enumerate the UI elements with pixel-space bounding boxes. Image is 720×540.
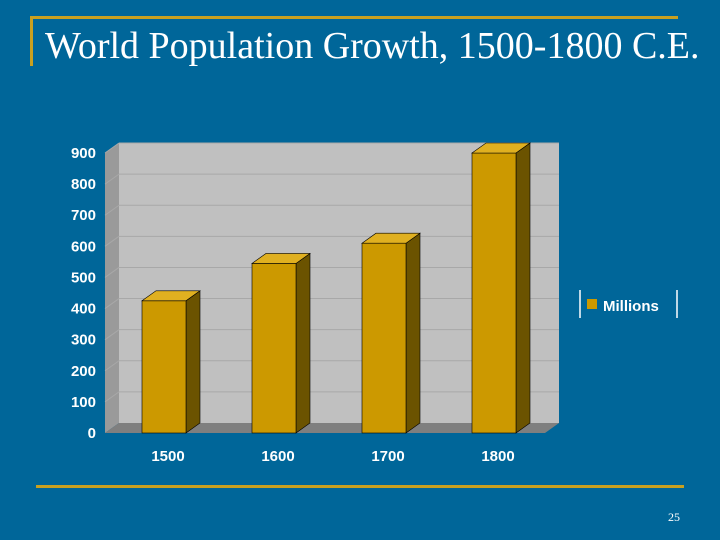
y-tick-label: 300 <box>71 332 96 349</box>
gridline-side <box>104 267 120 278</box>
bar-side <box>295 252 311 434</box>
legend-swatch <box>587 299 597 309</box>
bar-top <box>471 142 531 154</box>
slide-title: World Population Growth, 1500-1800 C.E. <box>45 25 700 67</box>
gridline-side <box>104 298 120 309</box>
x-tick-label: 1600 <box>261 448 294 465</box>
gridline-side <box>104 391 120 403</box>
gridline-side <box>104 235 120 247</box>
plot-floor <box>105 423 559 433</box>
gridline-side <box>104 173 120 185</box>
bar-side <box>405 232 421 434</box>
y-tick-label: 100 <box>71 394 96 411</box>
bar-top <box>361 232 421 244</box>
y-tick-label: 0 <box>88 425 96 442</box>
legend-label-millions: Millions <box>603 298 659 315</box>
y-tick-label: 600 <box>71 238 96 255</box>
title-frame-left-rule <box>30 16 33 66</box>
bar <box>361 242 407 434</box>
gridline-side <box>104 360 120 372</box>
gridline-side <box>104 204 120 216</box>
bar <box>471 152 517 434</box>
title-frame-top-rule <box>30 16 678 19</box>
bar-side <box>185 290 201 434</box>
x-axis-ticks: 1500 1600 1700 1800 <box>151 448 514 465</box>
x-tick-label: 1700 <box>371 448 404 465</box>
bar-top <box>141 290 201 302</box>
x-tick-label: 1500 <box>151 448 184 465</box>
bars <box>141 142 531 434</box>
y-tick-label: 200 <box>71 363 96 380</box>
gridline-side <box>104 142 120 154</box>
bar <box>141 300 187 434</box>
y-axis-ticks: 0 100 200 300 400 500 600 700 800 900 <box>71 145 96 442</box>
gridline-side <box>104 329 120 341</box>
bar-top <box>251 253 311 264</box>
footer-rule <box>36 485 684 488</box>
y-tick-label: 800 <box>71 176 96 193</box>
legend: Millions <box>579 290 678 318</box>
bar-side <box>515 142 531 434</box>
plot-area <box>105 143 559 433</box>
plot-back-wall <box>119 143 559 423</box>
plot-side-wall <box>105 143 119 433</box>
x-tick-label: 1800 <box>481 448 514 465</box>
y-tick-label: 700 <box>71 207 96 224</box>
slide-number: 25 <box>668 510 680 524</box>
y-tick-label: 400 <box>71 301 96 318</box>
bar <box>251 263 297 434</box>
y-tick-label: 500 <box>71 269 96 286</box>
y-tick-label: 900 <box>71 145 96 162</box>
